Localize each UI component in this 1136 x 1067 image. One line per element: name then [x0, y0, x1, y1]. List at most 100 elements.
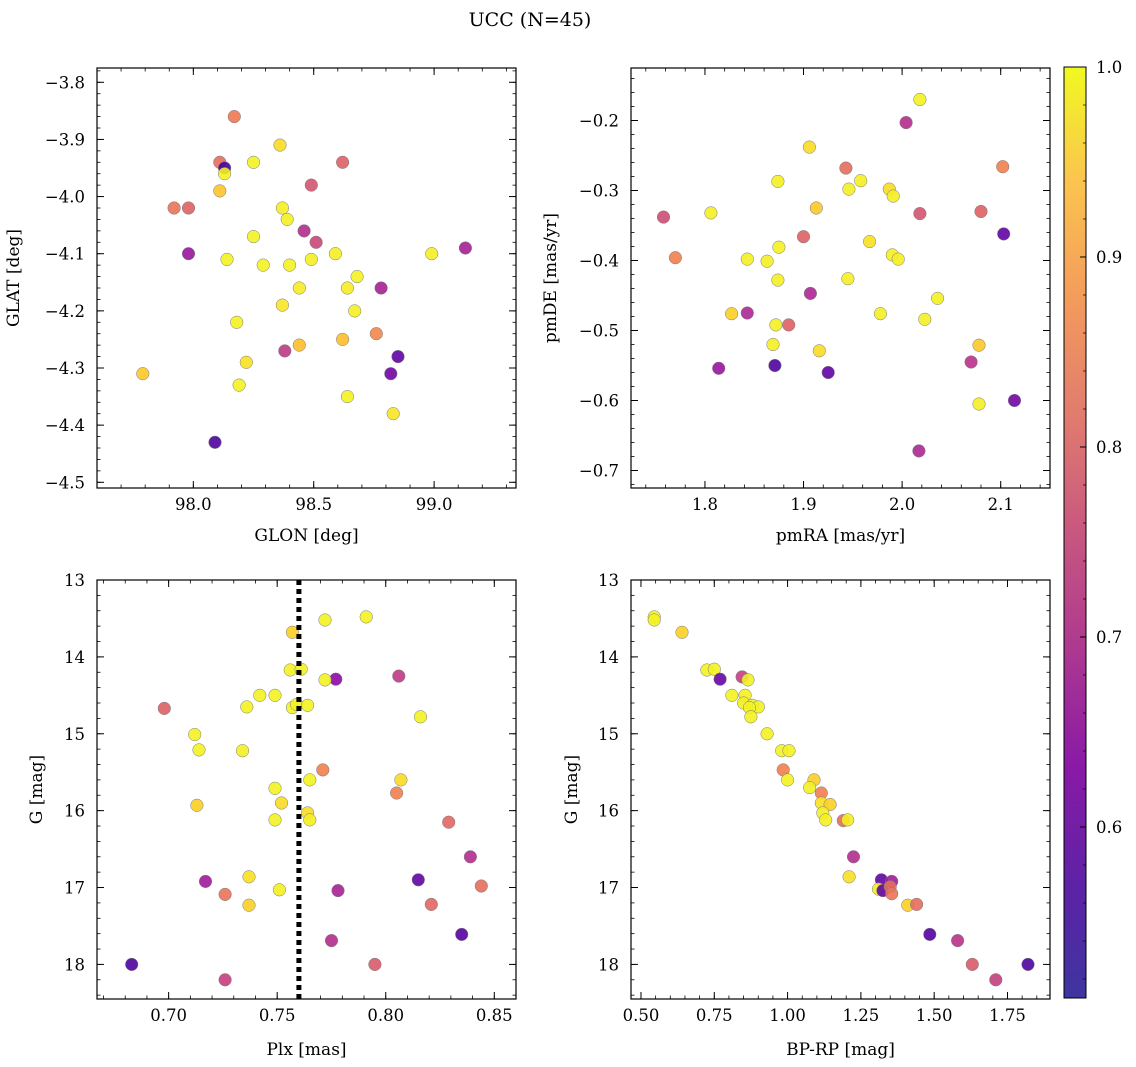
x-tick-label: 0.75 [259, 1006, 296, 1025]
data-point [713, 672, 727, 686]
data-point [972, 338, 986, 352]
data-point [336, 155, 350, 169]
data-point [411, 873, 425, 887]
data-point [873, 307, 887, 321]
data-point [996, 160, 1010, 174]
data-point [823, 797, 837, 812]
y-tick-label: 13 [64, 571, 85, 590]
data-point [913, 207, 927, 221]
data-point [220, 252, 234, 266]
y-tick-label: −0.5 [579, 322, 619, 341]
data-point [246, 155, 261, 169]
axes-frame [630, 579, 1051, 1000]
y-tick-label: 15 [598, 725, 619, 744]
data-point [802, 140, 816, 154]
data-point [157, 701, 171, 715]
y-tick-label: 15 [64, 725, 85, 744]
data-point [256, 258, 270, 272]
data-point [854, 174, 868, 188]
colorbar: 0.6 0.7 0.8 0.9 1.0 [1063, 58, 1122, 999]
y-tick-label: −0.6 [579, 392, 619, 411]
data-point [923, 927, 937, 941]
data-point [230, 315, 244, 329]
y-tick-label: −0.4 [579, 252, 619, 271]
data-point [167, 201, 181, 215]
data-point [198, 874, 213, 888]
x-axis-label: BP-RP [mag] [786, 1040, 895, 1060]
data-point [272, 883, 286, 897]
data-point [885, 887, 899, 901]
y-tick-label: 17 [598, 879, 619, 898]
colorbar-ticks: 0.6 0.7 0.8 0.9 1.0 [1080, 58, 1122, 980]
data-point [285, 625, 299, 639]
data-point [821, 365, 835, 380]
y-tick-label: −3.8 [45, 73, 85, 92]
data-point [741, 673, 755, 687]
x-tick-label: 2.0 [889, 495, 915, 514]
y-tick-label: −0.7 [579, 462, 619, 481]
y-tick-label: −3.9 [45, 130, 85, 149]
data-point [931, 291, 945, 305]
data-point [192, 743, 206, 757]
data-point [912, 444, 926, 458]
x-tick-label: 98.0 [175, 495, 212, 514]
data-point [796, 230, 811, 244]
data-point [1007, 393, 1022, 408]
data-point [463, 850, 477, 864]
data-point [181, 247, 196, 261]
data-point [328, 247, 342, 261]
data-point [242, 898, 256, 912]
data-point [218, 973, 232, 987]
y-tick-label: −4.4 [45, 416, 85, 435]
data-point [218, 167, 232, 181]
data-point [384, 367, 398, 381]
data-point [301, 698, 315, 712]
data-point [819, 813, 833, 827]
data-point [886, 189, 900, 203]
data-point [891, 252, 905, 266]
x-tick-label: 0.80 [367, 1006, 404, 1025]
y-tick-label: −4.5 [45, 473, 85, 492]
data-point [768, 358, 782, 373]
data-point [232, 378, 246, 392]
data-point [842, 182, 856, 196]
data-point [974, 204, 988, 219]
data-point [239, 355, 253, 369]
data-point [273, 138, 287, 152]
x-tick-label: 0.70 [150, 1006, 187, 1025]
data-point [340, 281, 354, 295]
data-point [274, 796, 289, 810]
x-tick-label: 0.75 [696, 1006, 733, 1025]
panels-group: 98.0 98.5 99.0 −3.8 −3.9 −4.0 −4.1 −4.2 −4.3 −4.4… [4, 67, 1051, 1060]
data-point [1021, 957, 1035, 971]
data-point [275, 298, 289, 312]
panel-pm: 1.8 1.9 2.0 2.1 −0.2 −0.3 −0.4 −0.5 −0.6 −0.7 pmRA… [541, 67, 1051, 546]
data-point [292, 338, 306, 352]
data-point [656, 210, 671, 224]
data-point [340, 390, 354, 404]
figure-title: UCC (N=45) [469, 9, 592, 31]
data-point [253, 688, 267, 702]
x-tick-label: 1.75 [989, 1006, 1026, 1025]
data-point [190, 798, 204, 812]
data-point [309, 235, 323, 249]
y-tick-label: −4.0 [45, 188, 85, 207]
data-point [841, 813, 855, 827]
data-point [442, 815, 456, 829]
data-point [268, 813, 282, 827]
x-tick-label: 2.1 [988, 495, 1014, 514]
data-point [842, 870, 856, 884]
data-point [368, 957, 382, 971]
data-point [809, 201, 823, 215]
axes-frame [96, 579, 517, 1000]
data-point [972, 397, 986, 411]
data-point [268, 781, 282, 795]
data-point [424, 897, 438, 911]
data-point [839, 161, 853, 175]
data-point [760, 727, 774, 741]
x-tick-label: 1.9 [790, 495, 816, 514]
data-point [707, 662, 721, 676]
y-axis-label: pmDE [mas/yr] [541, 213, 561, 343]
data-point [218, 887, 232, 901]
